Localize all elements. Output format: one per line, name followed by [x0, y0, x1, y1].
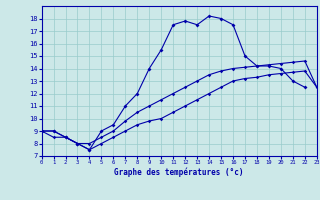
X-axis label: Graphe des températures (°c): Graphe des températures (°c) [115, 168, 244, 177]
